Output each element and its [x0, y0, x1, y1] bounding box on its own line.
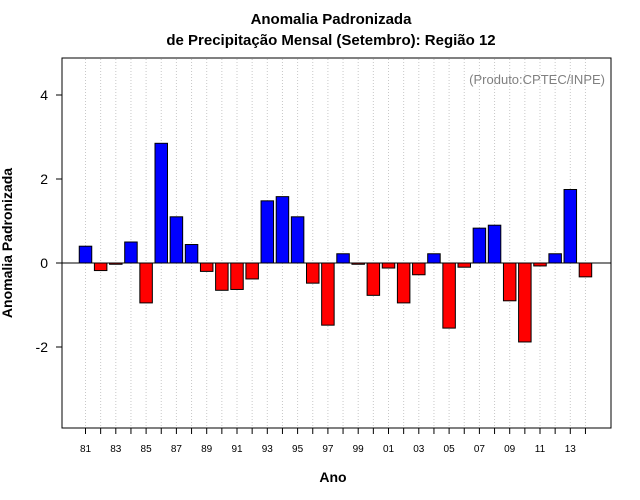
bar-92 [245, 262, 259, 280]
x-tick-label: 01 [383, 444, 395, 455]
x-tick-label: 05 [444, 444, 456, 455]
y-tick-label: -2 [36, 339, 49, 355]
y-tick-label: 2 [40, 171, 48, 187]
bar-09 [502, 262, 517, 302]
bar-11 [533, 262, 547, 267]
bar-84 [124, 241, 138, 264]
x-tick-label: 91 [231, 444, 243, 455]
bar-96 [306, 262, 320, 284]
x-tick-label: 85 [141, 444, 153, 455]
bar-97 [321, 262, 335, 326]
x-tick-label: 87 [171, 444, 183, 455]
bar-07 [472, 227, 487, 264]
x-tick-label: 97 [322, 444, 334, 455]
x-tick-label: 11 [535, 444, 546, 455]
bar-13 [563, 189, 578, 264]
bar-01 [381, 262, 396, 269]
y-axis: -2 0 2 4 [36, 87, 62, 355]
bar-85 [139, 262, 153, 304]
x-tick-label: 07 [474, 444, 486, 455]
x-tick-label: 13 [565, 444, 577, 455]
bar-91 [230, 262, 244, 290]
chart-title-line1: Anomalia Padronizada [251, 11, 413, 28]
y-axis-label: Anomalia Padronizada [0, 168, 15, 318]
bar-98 [336, 253, 350, 264]
bar-00 [366, 262, 381, 296]
y-tick-label: 0 [40, 255, 48, 271]
bar-10 [518, 262, 532, 343]
credit-text: (Produto:CPTEC/INPE) [469, 72, 605, 87]
bar-90 [215, 262, 229, 291]
bars [78, 142, 593, 343]
y-tick-label: 4 [40, 87, 48, 103]
plot-frame [61, 57, 612, 429]
bar-08 [487, 224, 502, 264]
bar-87 [169, 216, 184, 264]
bar-02 [396, 262, 411, 304]
x-tick-label: 99 [353, 444, 365, 455]
x-tick-label: 93 [262, 444, 274, 455]
bar-12 [548, 253, 562, 264]
bar-82 [93, 262, 108, 272]
x-tick-label: 83 [110, 444, 122, 455]
x-axis: 81 83 85 87 89 91 93 95 97 99 01 03 05 07 09 11 13 [80, 428, 586, 455]
bar-94 [275, 196, 290, 264]
bar-05 [442, 262, 456, 329]
bar-81 [78, 245, 93, 264]
bar-04 [427, 253, 441, 264]
bar-03 [412, 262, 426, 276]
bar-06 [457, 262, 471, 268]
x-tick-label: 95 [292, 444, 304, 455]
x-tick-label: 89 [201, 444, 213, 455]
x-axis-label: Ano [319, 469, 346, 485]
x-tick-label: 81 [80, 444, 92, 455]
bar-89 [199, 262, 214, 272]
bar-99 [351, 262, 365, 265]
bar-14 [578, 262, 593, 278]
bar-95 [290, 216, 305, 264]
x-tick-label: 09 [504, 444, 516, 455]
chart-title-line2: de Precipitação Mensal (Setembro): Regiã… [166, 32, 495, 49]
x-tick-label: 03 [413, 444, 425, 455]
bar-88 [184, 244, 199, 264]
bar-93 [260, 200, 275, 264]
bar-83 [109, 262, 123, 265]
bar-86 [154, 142, 168, 264]
